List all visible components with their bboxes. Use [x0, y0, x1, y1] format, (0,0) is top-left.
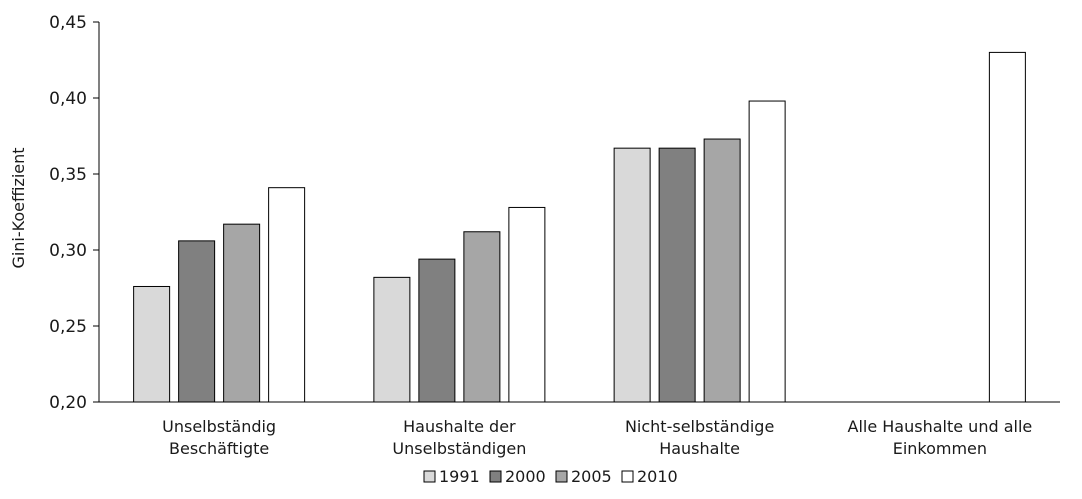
y-tick-label: 0,40 — [49, 89, 87, 109]
y-axis-label: Gini-Koeffizient — [9, 147, 28, 268]
legend: 1991 2000 2005 2010 — [423, 467, 678, 486]
x-category-label-line: Unselbständig — [162, 417, 276, 436]
bar-2005 — [703, 138, 741, 403]
x-category-label-line: Einkommen — [893, 439, 987, 458]
legend-label-2000: 2000 — [505, 467, 546, 486]
y-tick-label: 0,45 — [49, 13, 87, 33]
bar-2010 — [748, 100, 786, 403]
bar-2010 — [988, 51, 1026, 403]
x-category-label: Alle Haushalte und alle Einkommen — [848, 417, 1033, 458]
legend-swatch-2000 — [489, 470, 502, 483]
bar-1991 — [613, 147, 651, 403]
y-tick-label: 0,30 — [49, 241, 87, 261]
legend-swatch-2010 — [621, 470, 634, 483]
x-category-label-line: Unselbständigen — [392, 439, 526, 458]
legend-label-1991: 1991 — [439, 467, 480, 486]
y-axis-title: Gini-Koeffizient — [9, 147, 28, 268]
x-labels: Unselbständig Beschäftigte Haushalte der Un… — [162, 417, 1032, 458]
axes — [98, 22, 1060, 403]
y-tick-label: 0,35 — [49, 165, 87, 185]
y-tick-label: 0,25 — [49, 317, 87, 337]
bar-2010 — [268, 187, 306, 403]
x-category-label: Nicht-selbständige Haushalte — [625, 417, 774, 458]
y-tick-label: 0,20 — [49, 393, 87, 413]
bar-1991 — [133, 285, 171, 403]
x-category-label-line: Haushalte der — [403, 417, 516, 436]
legend-swatch-2005 — [555, 470, 568, 483]
bar-2005 — [463, 231, 501, 403]
x-category-label: Haushalte der Unselbständigen — [392, 417, 526, 458]
x-category-label: Unselbständig Beschäftigte — [162, 417, 276, 458]
y-ticks: 0,20 0,25 0,30 0,35 0,40 0,45 — [49, 13, 99, 413]
legend-swatch-1991 — [423, 470, 436, 483]
bar-2000 — [658, 147, 696, 403]
x-category-label-line: Nicht-selbständige — [625, 417, 774, 436]
bar-2005 — [223, 223, 261, 403]
bars — [133, 51, 1026, 403]
x-category-label-line: Haushalte — [659, 439, 740, 458]
bar-2000 — [418, 258, 456, 403]
bar-2000 — [178, 240, 216, 403]
legend-label-2005: 2005 — [571, 467, 612, 486]
bar-2010 — [508, 206, 546, 403]
x-category-label-line: Beschäftigte — [169, 439, 269, 458]
x-category-label-line: Alle Haushalte und alle — [848, 417, 1033, 436]
bar-1991 — [373, 276, 411, 403]
legend-label-2010: 2010 — [637, 467, 678, 486]
